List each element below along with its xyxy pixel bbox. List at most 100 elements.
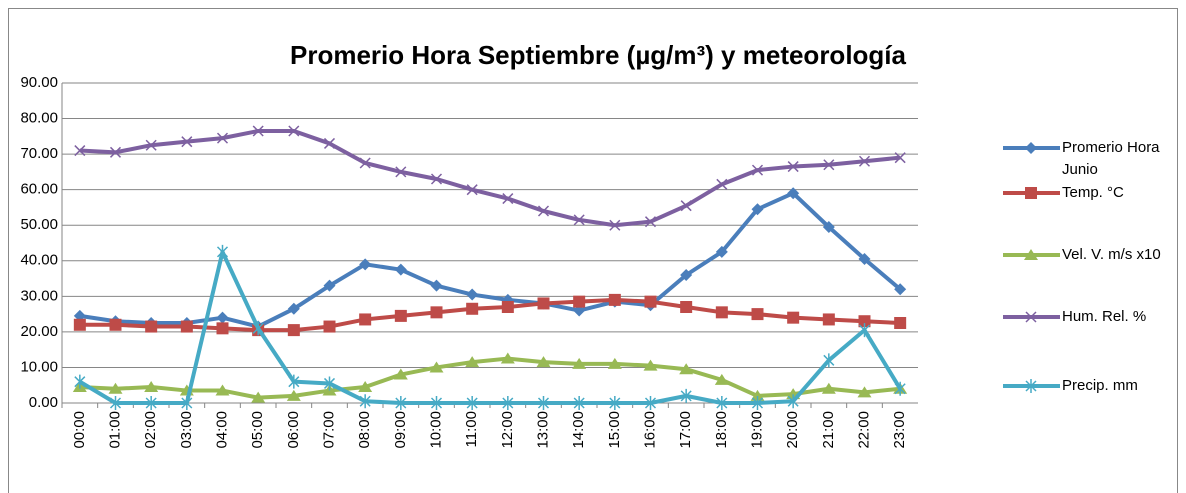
- marker: [751, 308, 764, 321]
- marker: [109, 146, 122, 158]
- marker: [787, 311, 800, 324]
- marker: [395, 396, 407, 410]
- marker: [394, 263, 407, 276]
- marker: [216, 132, 229, 144]
- y-tick-label: 40.00: [20, 252, 58, 269]
- marker: [288, 374, 300, 389]
- marker: [716, 178, 728, 190]
- marker: [287, 324, 300, 337]
- x-tick-label: 19:00: [748, 411, 765, 449]
- marker: [109, 396, 122, 410]
- series-line: [78, 249, 902, 405]
- marker: [500, 352, 515, 364]
- marker: [573, 396, 585, 410]
- marker: [252, 125, 264, 137]
- chart-title: Promerio Hora Septiembre (µg/m³) y meteo…: [290, 40, 907, 70]
- series-line: [79, 191, 902, 329]
- x-tick-label: 11:00: [463, 411, 480, 447]
- marker: [573, 214, 585, 226]
- marker: [715, 245, 728, 258]
- x-tick-label: 20:00: [784, 411, 801, 449]
- marker: [644, 396, 657, 410]
- marker: [108, 382, 123, 394]
- x-tick-label: 15:00: [606, 411, 623, 449]
- marker: [1025, 311, 1037, 323]
- marker: [857, 386, 872, 398]
- y-tick-label: 60.00: [20, 181, 58, 198]
- x-tick-label: 16:00: [641, 411, 658, 449]
- x-tick-label: 21:00: [820, 411, 837, 449]
- x-tick-label: 14:00: [570, 411, 587, 449]
- marker: [714, 373, 729, 385]
- marker: [858, 315, 871, 328]
- y-tick-label: 10.00: [20, 358, 58, 375]
- marker: [573, 295, 586, 308]
- legend-label: Promerio Hora Junio: [1062, 139, 1160, 178]
- legend-label: Precip. mm: [1062, 377, 1138, 394]
- marker: [429, 361, 444, 373]
- marker: [680, 200, 692, 212]
- marker: [787, 394, 799, 409]
- y-tick-label: 90.00: [20, 74, 58, 91]
- marker: [716, 396, 728, 410]
- marker: [537, 205, 550, 217]
- marker: [1025, 142, 1037, 154]
- marker: [680, 301, 693, 313]
- marker: [359, 394, 371, 409]
- marker: [609, 219, 621, 231]
- marker: [466, 302, 479, 315]
- marker: [1024, 249, 1038, 260]
- marker: [607, 357, 622, 369]
- x-tick-label: 23:00: [891, 411, 908, 449]
- marker: [215, 384, 230, 396]
- y-tick-label: 0.00: [29, 394, 58, 411]
- chart-border: [8, 8, 1178, 493]
- series-line: [79, 129, 901, 228]
- marker: [466, 288, 479, 301]
- marker: [787, 187, 800, 200]
- marker: [430, 396, 443, 410]
- marker: [359, 157, 371, 169]
- marker: [109, 318, 122, 331]
- x-tick-label: 04:00: [213, 411, 230, 449]
- marker: [679, 363, 694, 375]
- marker: [572, 357, 587, 369]
- marker: [430, 279, 443, 292]
- marker: [894, 317, 907, 329]
- marker: [323, 320, 336, 333]
- marker: [359, 258, 372, 271]
- marker: [751, 164, 764, 176]
- marker: [502, 396, 514, 410]
- legend-label: Temp. °C: [1062, 184, 1124, 201]
- x-tick-label: 08:00: [356, 411, 373, 449]
- marker: [715, 306, 728, 319]
- marker: [894, 283, 907, 296]
- marker: [216, 322, 229, 335]
- x-tick-label: 06:00: [285, 411, 302, 449]
- marker: [751, 203, 764, 216]
- marker: [216, 244, 229, 259]
- marker: [643, 359, 658, 371]
- marker: [144, 381, 159, 392]
- marker: [286, 389, 301, 401]
- marker: [323, 376, 336, 391]
- marker: [145, 139, 157, 151]
- marker: [644, 295, 657, 308]
- marker: [181, 136, 193, 148]
- marker: [465, 356, 480, 368]
- x-tick-label: 03:00: [178, 411, 195, 449]
- marker: [751, 396, 764, 410]
- marker: [858, 155, 871, 167]
- marker: [537, 396, 550, 410]
- marker: [609, 396, 621, 410]
- y-tick-label: 20.00: [20, 323, 58, 340]
- marker: [644, 216, 657, 228]
- marker: [145, 396, 157, 410]
- marker: [74, 145, 86, 157]
- x-tick-label: 10:00: [427, 411, 444, 449]
- marker: [73, 318, 86, 331]
- marker: [750, 389, 765, 401]
- x-tick-label: 05:00: [249, 411, 266, 449]
